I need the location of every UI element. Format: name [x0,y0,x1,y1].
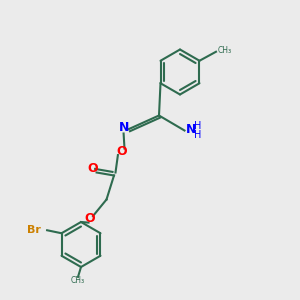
Text: Br: Br [27,225,40,235]
Text: CH₃: CH₃ [218,46,232,55]
Text: H: H [194,130,202,140]
Text: O: O [88,161,98,175]
Text: N: N [118,121,129,134]
Text: O: O [85,212,95,226]
Text: O: O [116,145,127,158]
Text: N: N [186,123,196,136]
Text: H: H [194,121,202,131]
Text: CH₃: CH₃ [71,276,85,285]
